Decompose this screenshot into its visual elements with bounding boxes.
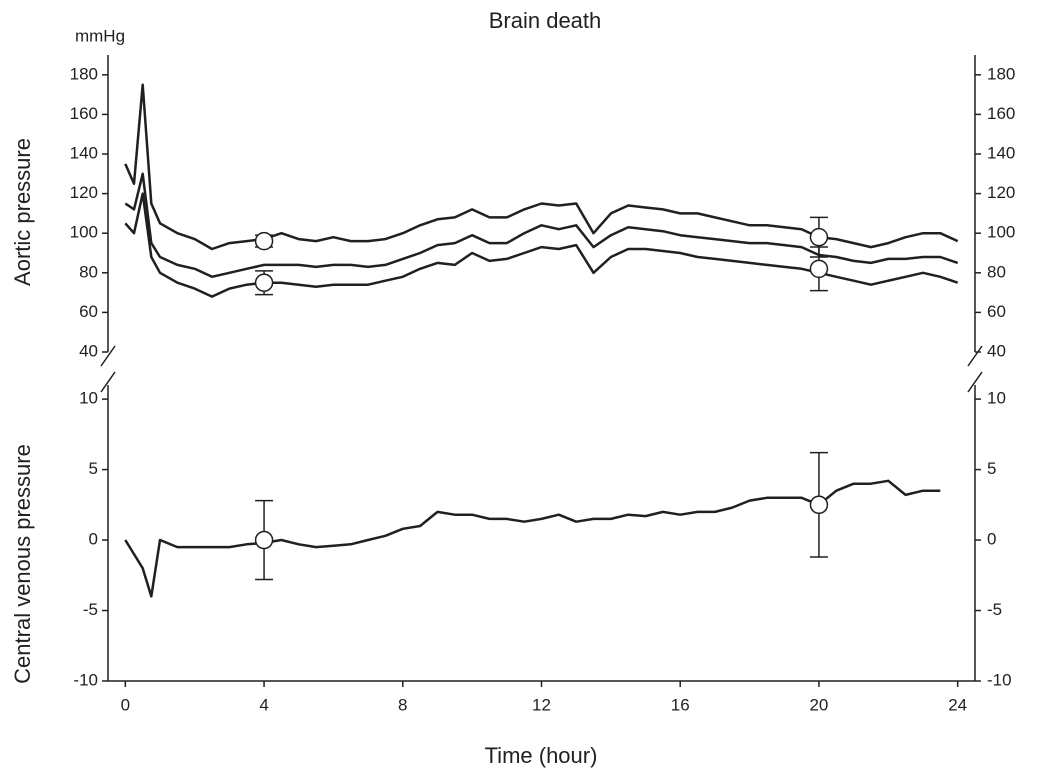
y-tick-label: -10: [73, 670, 98, 689]
y-tick-label: 60: [987, 302, 1006, 321]
y-tick-label: -5: [83, 600, 98, 619]
y-tick-label: 5: [89, 459, 98, 478]
y-tick-label: 40: [79, 341, 98, 360]
y-tick-label: 60: [79, 302, 98, 321]
line-series: [124, 192, 959, 298]
mean-marker: [809, 495, 829, 515]
y-tick-label: 10: [79, 389, 98, 408]
y-tick-label: 80: [79, 262, 98, 281]
y-tick-label: 80: [987, 262, 1006, 281]
mean-marker: [809, 259, 829, 279]
y-tick-label: 120: [987, 183, 1015, 202]
y-tick-label: -10: [987, 670, 1012, 689]
x-axis-label: Time (hour): [485, 743, 598, 768]
y-tick-label: 0: [89, 530, 98, 549]
y-tick-label: 140: [987, 143, 1015, 162]
unit-label: mmHg: [75, 26, 125, 45]
y-tick-label: 180: [70, 64, 98, 83]
y-tick-label: 0: [987, 530, 996, 549]
y-tick-label: 140: [70, 143, 98, 162]
line-series: [124, 479, 941, 598]
mean-marker: [254, 273, 274, 292]
x-tick-label: 8: [398, 695, 407, 714]
y-tick-label: 160: [70, 104, 98, 123]
x-tick-label: 4: [259, 695, 268, 714]
x-tick-label: 24: [948, 695, 967, 714]
x-tick-label: 12: [532, 695, 551, 714]
x-tick-label: 20: [809, 695, 828, 714]
mean-marker: [254, 530, 274, 550]
y-tick-label: 5: [987, 459, 996, 478]
y-tick-label: 180: [987, 64, 1015, 83]
y-axis-label: Aortic pressure: [10, 138, 35, 286]
y-tick-label: -5: [987, 600, 1002, 619]
y-tick-label: 100: [987, 223, 1015, 242]
y-axis-label: Central venous pressure: [10, 444, 35, 684]
y-tick-label: 10: [987, 389, 1006, 408]
mean-marker: [809, 227, 829, 247]
y-tick-label: 40: [987, 341, 1006, 360]
axis-breaks: [100, 345, 983, 393]
y-tick-label: 100: [70, 223, 98, 242]
chart-title: Brain death: [489, 8, 602, 33]
y-tick-label: 120: [70, 183, 98, 202]
line-series: [124, 172, 959, 279]
mean-marker: [254, 231, 274, 251]
y-tick-label: 160: [987, 104, 1015, 123]
x-tick-label: 0: [121, 695, 130, 714]
x-tick-label: 16: [671, 695, 690, 714]
